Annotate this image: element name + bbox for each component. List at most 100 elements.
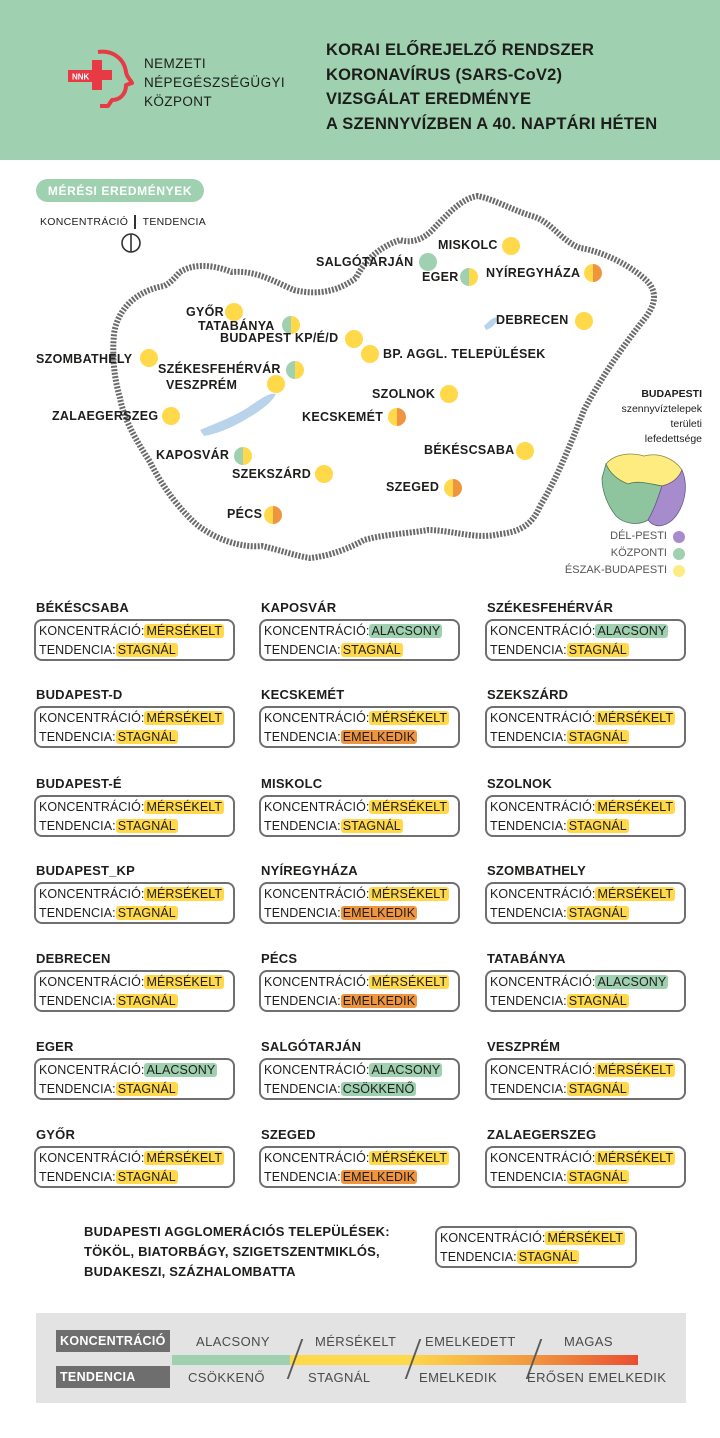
tendency-row: TENDENCIA: STAGNÁL — [39, 1170, 178, 1184]
tendency-row: TENDENCIA: STAGNÁL — [39, 730, 178, 744]
concentration-value: MÉRSÉKELT — [144, 887, 225, 901]
org-name: NEMZETI NÉPEGÉSZSÉGÜGYI KÖZPONT — [144, 56, 286, 109]
inset-dot-north — [673, 565, 685, 577]
city-label-szekesfehervar: SZÉKESFEHÉRVÁR — [158, 362, 281, 376]
concentration-value: MÉRSÉKELT — [595, 1151, 676, 1165]
tendency-row: TENDENCIA: STAGNÁL — [490, 994, 629, 1008]
card-0-title: BÉKÉSCSABA — [36, 600, 130, 615]
scale-tend-increasing: EMELKEDIK — [419, 1370, 498, 1385]
concentration-value: MÉRSÉKELT — [369, 1151, 450, 1165]
concentration-row: KONCENTRÁCIÓ: MÉRSÉKELT — [39, 887, 225, 901]
hungary-map — [110, 193, 657, 561]
concentration-half — [584, 264, 593, 282]
concentration-half — [460, 268, 469, 286]
card-2: KONCENTRÁCIÓ: ALACSONY TENDENCIA: STAGNÁL — [485, 619, 686, 661]
city-label-gyor: GYŐR — [186, 305, 225, 319]
city-marker-9 — [140, 349, 158, 367]
tendency-row: TENDENCIA: STAGNÁL — [490, 643, 629, 657]
concentration-row: KONCENTRÁCIÓ: MÉRSÉKELT — [490, 887, 676, 901]
city-label-salgotarjan: SALGÓTARJÁN — [316, 255, 414, 269]
card-18: KONCENTRÁCIÓ: MÉRSÉKELT TENDENCIA: STAGNÁL — [34, 1146, 235, 1188]
scale-label-concentration: KONCENTRÁCIÓ — [56, 1330, 170, 1352]
concentration-half — [440, 385, 449, 403]
tendency-row: TENDENCIA: EMELKEDIK — [264, 994, 418, 1008]
legend-scale: KONCENTRÁCIÓ TENDENCIA ALACSONY MÉRSÉKEL… — [36, 1313, 686, 1403]
concentration-value: MÉRSÉKELT — [369, 975, 450, 989]
scale-tend-stagnal: STAGNÁL — [308, 1370, 371, 1385]
scale-bar-elevated — [406, 1355, 536, 1365]
concentration-row: KONCENTRÁCIÓ: MÉRSÉKELT — [264, 1151, 450, 1165]
inset-legend-south: DÉL-PESTI — [610, 530, 667, 542]
concentration-value: MÉRSÉKELT — [595, 800, 676, 814]
tendency-half — [324, 465, 333, 483]
tendency-half — [370, 345, 379, 363]
city-marker-8 — [575, 312, 593, 330]
card-7: KONCENTRÁCIÓ: MÉRSÉKELT TENDENCIA: STAGNÁL — [259, 795, 460, 837]
card-16-title: SALGÓTARJÁN — [261, 1039, 362, 1054]
city-marker-14 — [388, 408, 406, 426]
tendency-value: STAGNÁL — [115, 730, 178, 744]
city-label-szolnok: SZOLNOK — [372, 387, 436, 401]
card-3: KONCENTRÁCIÓ: MÉRSÉKELT TENDENCIA: STAGNÁL — [34, 706, 235, 748]
city-marker-1 — [419, 253, 437, 271]
logo-text: NNK — [72, 73, 90, 82]
concentration-row: KONCENTRÁCIÓ: MÉRSÉKELT — [490, 1063, 676, 1077]
card-11: KONCENTRÁCIÓ: MÉRSÉKELT TENDENCIA: STAGNÁL — [485, 882, 686, 924]
concentration-row: KONCENTRÁCIÓ: MÉRSÉKELT — [264, 711, 450, 725]
city-label-szekszard: SZEKSZÁRD — [232, 467, 312, 481]
concentration-row: KONCENTRÁCIÓ: MÉRSÉKELT — [490, 800, 676, 814]
city-marker-11 — [267, 375, 285, 393]
city-label-bp-aggl: BP. AGGL. TELEPÜLÉSEK — [383, 347, 546, 361]
card-1: KONCENTRÁCIÓ: ALACSONY TENDENCIA: STAGNÁL — [259, 619, 460, 661]
card-4-title: KECSKEMÉT — [261, 687, 345, 702]
city-marker-10 — [286, 361, 304, 379]
tendency-row: TENDENCIA: STAGNÁL — [490, 1082, 629, 1096]
concentration-value: MÉRSÉKELT — [369, 800, 450, 814]
card-19-title: SZEGED — [261, 1127, 316, 1142]
tendency-value: STAGNÁL — [566, 994, 629, 1008]
concentration-value: ALACSONY — [369, 1063, 443, 1077]
tendency-value: STAGNÁL — [115, 906, 178, 920]
concentration-value: MÉRSÉKELT — [144, 1151, 225, 1165]
concentration-row: KONCENTRÁCIÓ: MÉRSÉKELT — [39, 975, 225, 989]
card-14-title: TATABÁNYA — [487, 951, 566, 966]
inset-legend-north: ÉSZAK-BUDAPESTI — [564, 564, 667, 576]
lake-balaton — [200, 393, 276, 436]
scale-bar-high — [536, 1355, 638, 1365]
key-labels: KONCENTRÁCIÓ TENDENCIA — [40, 215, 207, 229]
lake-tisza — [484, 317, 498, 330]
scale-bar-low — [172, 1355, 290, 1365]
tendency-half — [449, 385, 458, 403]
concentration-row: KONCENTRÁCIÓ: MÉRSÉKELT — [39, 1151, 225, 1165]
city-marker-13 — [162, 407, 180, 425]
concentration-row: KONCENTRÁCIÓ: ALACSONY — [490, 975, 669, 989]
concentration-half — [444, 479, 453, 497]
card-6: KONCENTRÁCIÓ: MÉRSÉKELT TENDENCIA: STAGNÁL — [34, 795, 235, 837]
city-marker-6 — [345, 330, 363, 348]
card-12: KONCENTRÁCIÓ: MÉRSÉKELT TENDENCIA: STAGNÁL — [34, 970, 235, 1012]
city-label-bekescsaba: BÉKÉSCSABA — [424, 443, 515, 457]
tendency-row: TENDENCIA: EMELKEDIK — [264, 906, 418, 920]
tendency-half — [469, 268, 478, 286]
tendency-row: TENDENCIA: STAGNÁL — [39, 906, 178, 920]
concentration-half — [140, 349, 149, 367]
header-banner: NNK NEMZETI NÉPEGÉSZSÉGÜGYI KÖZPONT KORA… — [0, 0, 720, 160]
card-8-title: SZOLNOK — [487, 776, 552, 791]
city-marker-15 — [516, 442, 534, 460]
city-marker-4 — [225, 303, 243, 321]
city-marker-17 — [315, 465, 333, 483]
card-4: KONCENTRÁCIÓ: MÉRSÉKELT TENDENCIA: EMELKEDI… — [259, 706, 460, 748]
page-title: KORAI ELŐREJELZŐ RENDSZER KORONAVÍRUS (S… — [326, 41, 658, 133]
city-label-debrecen: DEBRECEN — [496, 313, 569, 327]
results-label: MÉRÉSI EREDMÉNYEK — [36, 179, 204, 202]
concentration-half — [345, 330, 354, 348]
concentration-row: KONCENTRÁCIÓ: ALACSONY — [264, 1063, 443, 1077]
tendency-row: TENDENCIA: STAGNÁL — [490, 730, 629, 744]
concentration-half — [282, 316, 291, 334]
city-marker-3 — [584, 264, 602, 282]
tendency-half — [428, 253, 437, 271]
inset-south — [647, 468, 686, 527]
card-8: KONCENTRÁCIÓ: MÉRSÉKELT TENDENCIA: STAGNÁL — [485, 795, 686, 837]
concentration-row: KONCENTRÁCIÓ: MÉRSÉKELT — [490, 1151, 676, 1165]
concentration-row: KONCENTRÁCIÓ: MÉRSÉKELT — [264, 975, 450, 989]
